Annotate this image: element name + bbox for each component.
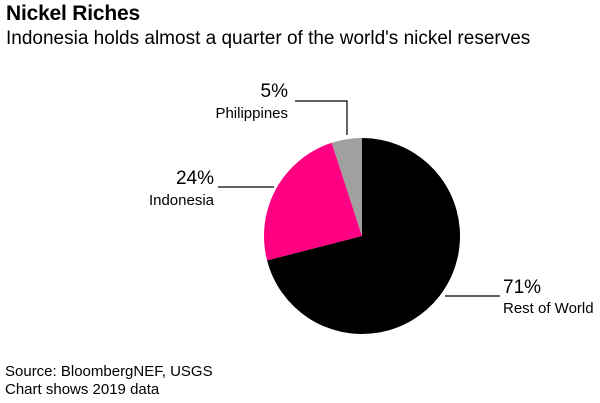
data-year-note: Chart shows 2019 data: [5, 381, 160, 398]
leader-line-philippines: [295, 100, 348, 135]
chart-title: Nickel Riches: [6, 2, 140, 25]
source-note: Source: BloombergNEF, USGS: [5, 363, 213, 380]
chart-footer: Source: BloombergNEF, USGS Chart shows 2…: [5, 363, 213, 399]
category-label-philippines: Philippines: [215, 105, 288, 122]
pie-slice-rest-of-world: [267, 138, 461, 334]
value-label-philippines: 5%: [261, 81, 289, 102]
category-label-rest-of-world: Rest of World: [503, 300, 594, 317]
value-label-indonesia: 24%: [176, 168, 214, 189]
pie-slice-philippines: [331, 138, 362, 236]
category-label-indonesia: Indonesia: [149, 192, 215, 209]
pie-slices: [264, 138, 461, 334]
chart-subtitle: Indonesia holds almost a quarter of the …: [6, 28, 531, 49]
value-label-rest-of-world: 71%: [503, 277, 541, 298]
pie-slice-indonesia: [264, 142, 362, 261]
